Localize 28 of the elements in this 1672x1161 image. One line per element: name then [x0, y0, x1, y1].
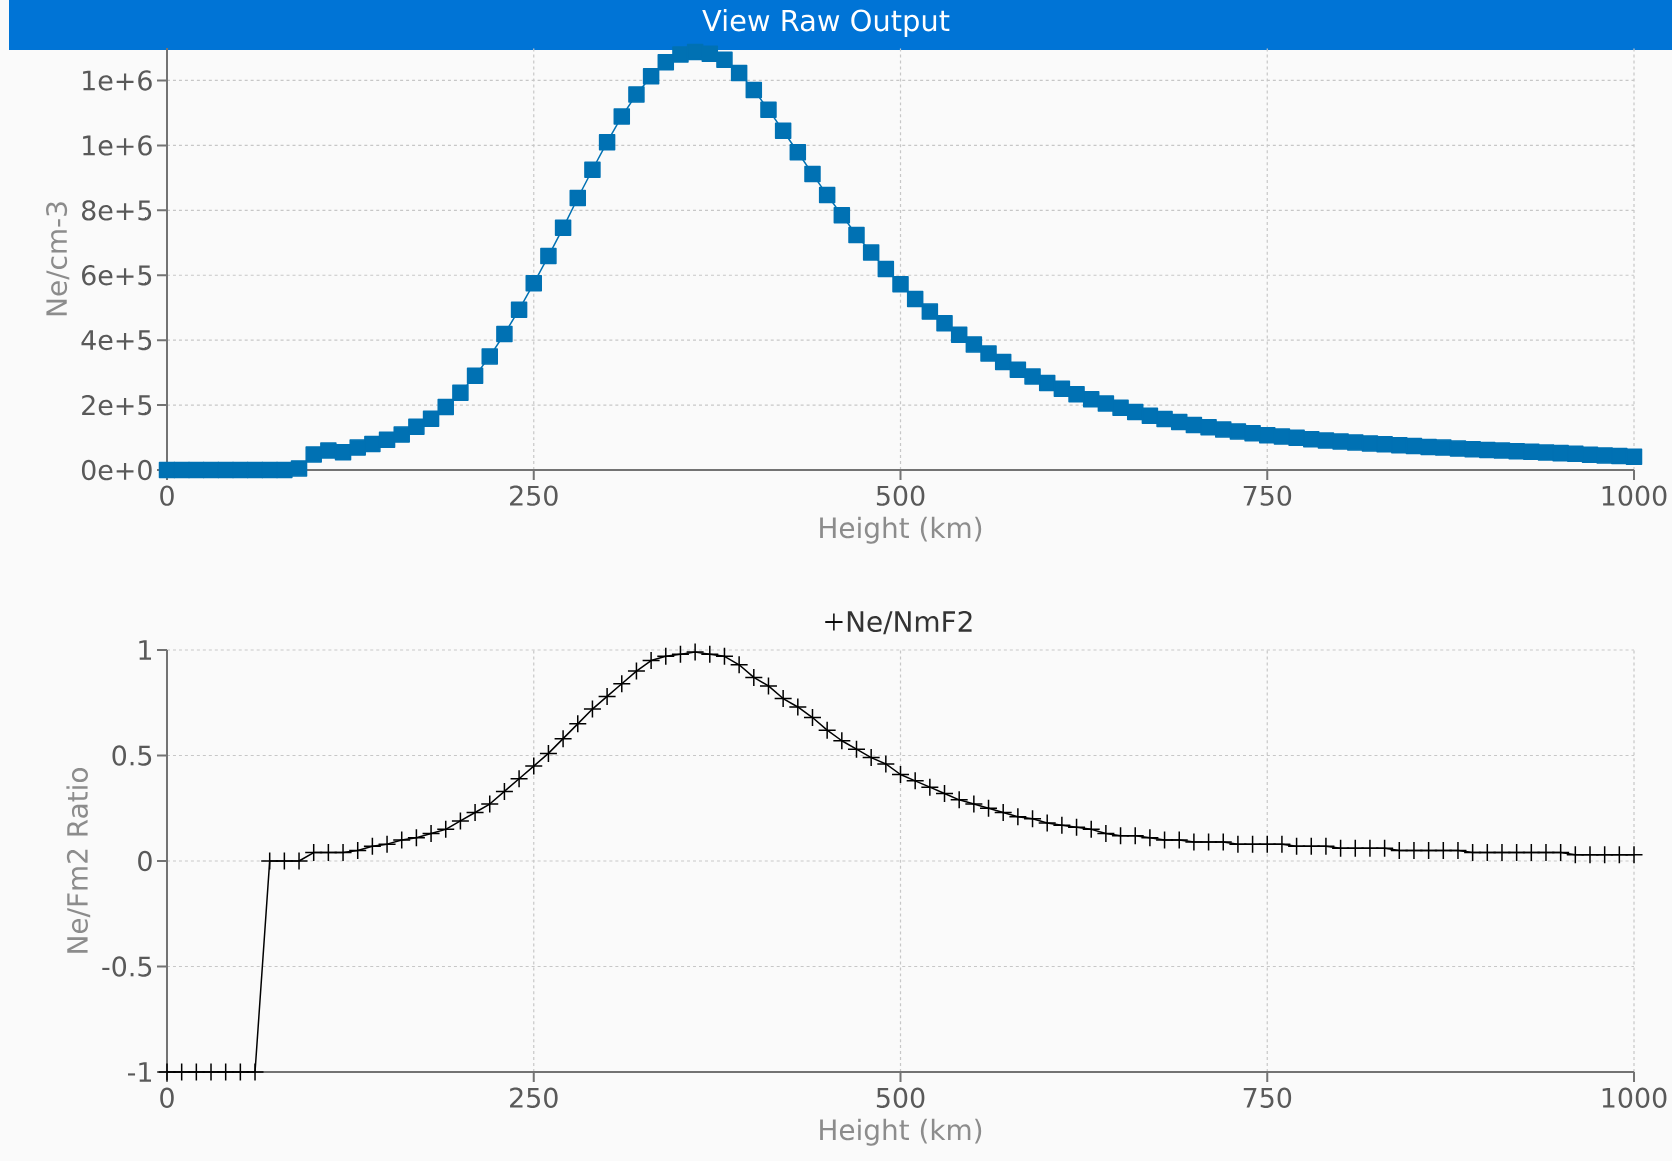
- x-tick-label: 250: [510, 485, 558, 506]
- y-tick-label: 0e+0: [81, 459, 152, 481]
- x-tick-label: 1000: [1602, 1087, 1667, 1108]
- x-tick-label: 500: [876, 485, 925, 506]
- x-tick-label: 1000: [1602, 485, 1667, 506]
- y-tick-label: 1e+6: [83, 135, 152, 156]
- y-tick-label: 6e+5: [82, 265, 152, 286]
- x-tick-label: 250: [510, 1087, 558, 1108]
- x-tick-label: 0: [160, 485, 174, 506]
- x-tick-label: 500: [876, 1087, 925, 1108]
- x-tick-label: 750: [1243, 1087, 1292, 1108]
- text: View Raw Output: [702, 9, 950, 37]
- y-axis-title: Ne/Fm2 Ratio: [66, 768, 91, 953]
- y-tick-label: 0.5: [112, 745, 152, 766]
- y-tick-label: -1: [127, 1062, 152, 1082]
- y-tick-label: -0.5: [102, 956, 152, 977]
- x-tick-label: 750: [1243, 485, 1292, 506]
- y-tick-label: 8e+5: [81, 200, 152, 221]
- legend-label: Ne/NmF2: [847, 610, 972, 635]
- y-tick-label: 1: [139, 640, 151, 660]
- y-tick-label: 1e+6: [83, 70, 152, 91]
- y-tick-label: 4e+5: [81, 330, 152, 351]
- y-axis-title: Ne/cm-3: [46, 202, 70, 316]
- x-axis-title: Height (km): [820, 516, 982, 544]
- y-tick-label: 2e+5: [82, 394, 152, 416]
- y-tick-label: 0: [138, 850, 152, 872]
- x-axis-title: Height (km): [820, 1118, 982, 1146]
- x-tick-label: 0: [160, 1087, 174, 1108]
